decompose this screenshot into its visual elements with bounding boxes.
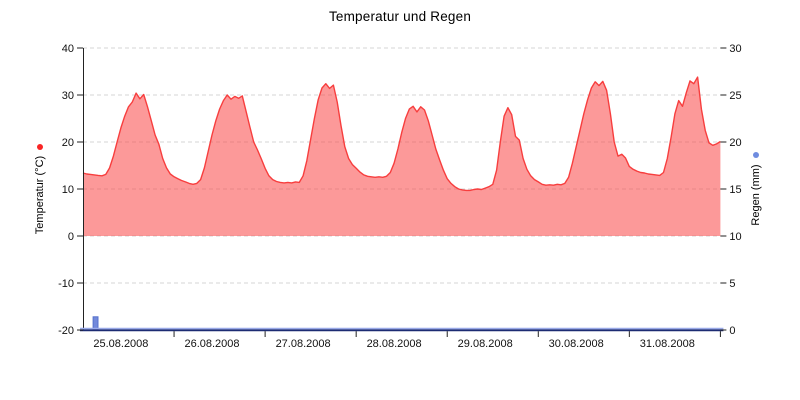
x-tick-label: 25.08.2008 <box>93 338 148 350</box>
chart-title: Temperatur und Regen <box>328 9 472 24</box>
y-left-tick-label: 40 <box>62 43 74 55</box>
axes <box>80 48 724 332</box>
y-left-tick-label: 30 <box>62 90 74 102</box>
temperature-line <box>82 76 721 192</box>
y-left-tick-label: 10 <box>62 184 74 196</box>
temperature-series <box>82 76 721 236</box>
y-left-tick-label: -20 <box>58 325 74 337</box>
y-left-tick-label: 20 <box>62 137 74 149</box>
rain-series-marker-icon <box>753 152 759 159</box>
y-right-tick-label: 20 <box>729 137 741 149</box>
temperature-series-marker-icon <box>37 143 43 150</box>
y-left-tick-label: -10 <box>58 278 74 290</box>
y-right-tick-label: 5 <box>729 278 735 290</box>
y-axis-right-ticks: 30 25 20 15 10 5 0 <box>720 43 742 337</box>
x-axis-ticks: 25.08.2008 26.08.2008 27.08.2008 28.08.2008… <box>93 331 721 350</box>
left-axis-title-text: Temperatur (°C) <box>34 155 46 235</box>
x-tick-label: 27.08.2008 <box>276 338 331 350</box>
x-tick-label: 30.08.2008 <box>549 338 604 350</box>
y-right-tick-label: 10 <box>729 231 741 243</box>
x-tick-label: 28.08.2008 <box>367 338 422 350</box>
x-tick-label: 26.08.2008 <box>184 338 239 350</box>
y-right-tick-label: 0 <box>729 325 735 337</box>
y-right-tick-label: 15 <box>729 184 741 196</box>
right-axis-title: Regen (mm) <box>748 89 764 289</box>
y-right-tick-label: 25 <box>729 90 741 102</box>
y-axis-left-ticks: 40 30 20 10 0 -10 -20 <box>58 43 83 337</box>
y-right-tick-label: 30 <box>729 43 741 55</box>
y-left-tick-label: 0 <box>68 231 74 243</box>
right-axis-title-text: Regen (mm) <box>750 164 762 226</box>
x-tick-label: 31.08.2008 <box>640 338 695 350</box>
left-axis-title: Temperatur (°C) <box>32 89 48 289</box>
x-tick-label: 29.08.2008 <box>458 338 513 350</box>
temperature-area <box>83 77 721 236</box>
